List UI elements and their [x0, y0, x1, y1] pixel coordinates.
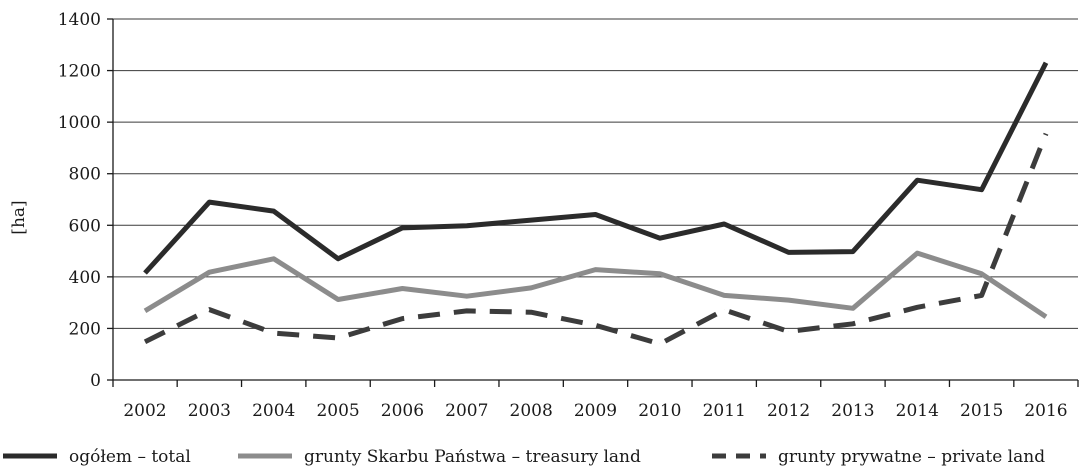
x-tick-label-2012: 2012: [767, 401, 810, 421]
y-tick-label-1200: 1200: [58, 62, 101, 82]
y-tick-label-0: 0: [90, 371, 101, 391]
legend: ogółem – total grunty Skarbu Państwa – tr…: [3, 447, 1045, 467]
y-tick-labels: 0 200 400 600 800 1000 1200 1400: [58, 10, 113, 391]
x-tick-labels: 2002 2003 2004 2005 2006 2007 2008 2009 2010 2011…: [112, 380, 1079, 421]
legend-label-2: grunty prywatne – private land: [778, 447, 1045, 467]
x-tick-label-2013: 2013: [831, 401, 874, 421]
y-tick-label-1000: 1000: [58, 113, 101, 133]
y-tick-label-400: 400: [69, 268, 101, 288]
x-tick-label-2011: 2011: [703, 401, 746, 421]
legend-label-0: ogółem – total: [69, 447, 191, 467]
y-tick-label-200: 200: [69, 319, 101, 339]
y-tick-label-1400: 1400: [58, 10, 101, 30]
y-tick-label-600: 600: [69, 216, 101, 236]
x-tick-label-2004: 2004: [252, 401, 295, 421]
y-tick-label-800: 800: [69, 165, 101, 185]
x-tick-label-2007: 2007: [445, 401, 488, 421]
series-lines: [143, 61, 1049, 347]
x-tick-label-2015: 2015: [960, 401, 1003, 421]
x-tick-label-2006: 2006: [381, 401, 424, 421]
axes: [112, 19, 1078, 381]
x-tick-label-2003: 2003: [188, 401, 231, 421]
series-line-2: [143, 132, 1049, 347]
x-tick-label-2002: 2002: [123, 401, 166, 421]
y-axis-title: [ha]: [9, 200, 29, 234]
x-tick-label-2010: 2010: [638, 401, 681, 421]
x-tick-label-2016: 2016: [1024, 401, 1067, 421]
x-tick-label-2009: 2009: [574, 401, 617, 421]
legend-label-1: grunty Skarbu Państwa – treasury land: [304, 447, 641, 467]
x-tick-label-2008: 2008: [510, 401, 553, 421]
x-tick-label-2005: 2005: [316, 401, 359, 421]
grid-lines: [113, 18, 1078, 329]
x-tick-label-2014: 2014: [896, 401, 939, 421]
series-line-0: [143, 61, 1049, 275]
